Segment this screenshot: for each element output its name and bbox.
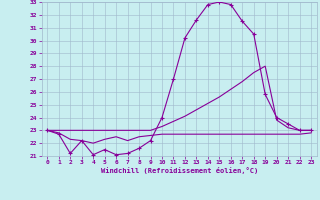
X-axis label: Windchill (Refroidissement éolien,°C): Windchill (Refroidissement éolien,°C) (100, 167, 258, 174)
